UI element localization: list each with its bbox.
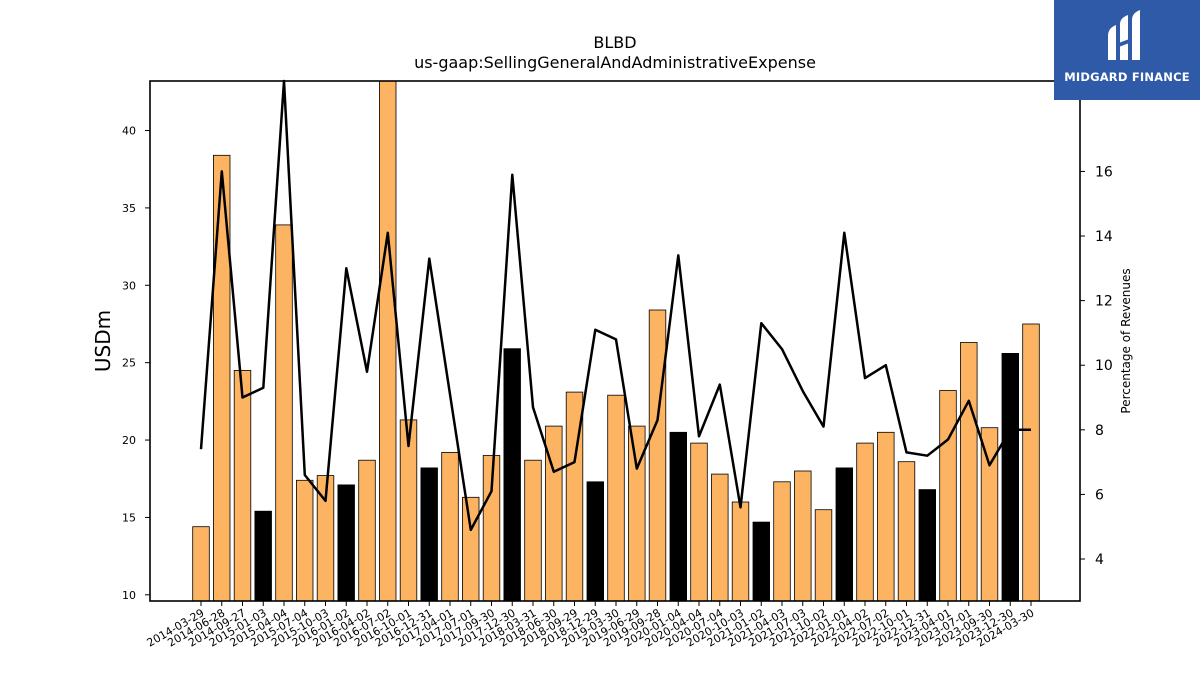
bar (358, 459, 376, 602)
plot-frame (149, 80, 1081, 602)
chart-title: BLBD (593, 33, 636, 52)
bars-group (192, 80, 1040, 602)
bar (1022, 323, 1040, 602)
bar (524, 459, 542, 602)
bar (877, 431, 895, 602)
y-tick-label: 25 (122, 357, 136, 370)
bar (378, 80, 397, 602)
y2-tick-label: 4 (1095, 552, 1104, 568)
bar (918, 489, 937, 602)
bar (939, 390, 957, 602)
midgard-finance-logo: MIDGARD FINANCE (1054, 0, 1200, 100)
bar (420, 467, 438, 602)
bar (233, 369, 252, 602)
y-tick-label: 20 (122, 434, 136, 447)
y-tick-label: 15 (122, 511, 136, 524)
bar (648, 309, 667, 602)
y2-tick-label: 14 (1095, 229, 1113, 245)
percentage-line (199, 79, 1031, 532)
y-tick-label: 30 (122, 279, 136, 292)
bar (835, 467, 854, 602)
bar (1001, 352, 1020, 602)
logo-text: MIDGARD FINANCE (1064, 70, 1190, 84)
bar (441, 451, 459, 602)
y-tick-label: 40 (122, 125, 136, 138)
line-group (199, 79, 1031, 532)
bar (295, 479, 314, 602)
bar (773, 481, 791, 602)
bar (856, 442, 874, 602)
y-axis-label: USDm (91, 310, 115, 372)
y2-axis-label: Percentage of Revenues (1119, 268, 1133, 413)
y2-tick-label: 8 (1095, 423, 1104, 439)
y-tick-label: 35 (122, 202, 136, 215)
bar (275, 224, 293, 602)
bar (586, 481, 605, 602)
y2-tick-label: 12 (1095, 294, 1113, 310)
bar (337, 484, 355, 602)
y2-tick-label: 6 (1095, 487, 1104, 503)
bar (690, 442, 708, 602)
bar (669, 431, 688, 602)
bar (814, 509, 833, 602)
bar (607, 394, 625, 602)
midgard-logo-icon (1108, 10, 1140, 60)
bar (960, 342, 978, 602)
y-tick-label: 10 (122, 589, 136, 602)
bar (192, 526, 210, 602)
bar (897, 461, 916, 602)
bar (711, 473, 729, 602)
bar (794, 470, 812, 602)
chart-subtitle: us-gaap:SellingGeneralAndAdministrativeE… (414, 53, 816, 72)
bar (752, 521, 771, 602)
bar (461, 496, 480, 602)
bar (731, 501, 750, 602)
bar (254, 510, 272, 602)
axes-group: 10152025303540468101214162014-03-292014-… (122, 125, 1113, 650)
y2-tick-label: 16 (1095, 164, 1113, 180)
y2-tick-label: 10 (1095, 358, 1113, 374)
bar (503, 348, 521, 602)
